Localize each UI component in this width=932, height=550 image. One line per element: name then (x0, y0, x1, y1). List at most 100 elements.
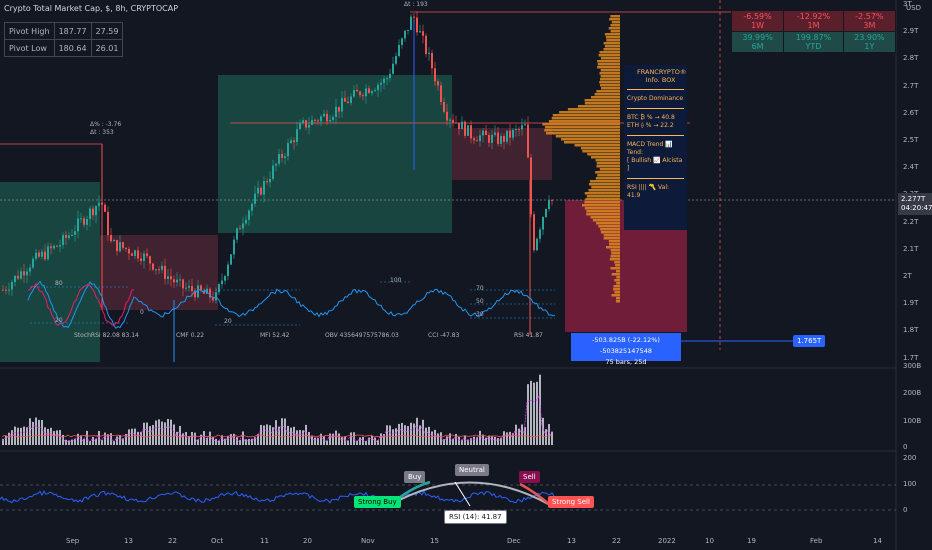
volume-bar (320, 433, 322, 445)
profile-bar (610, 249, 620, 252)
profile-bar (613, 288, 620, 291)
candle-body (332, 116, 334, 121)
profile-bar (597, 174, 620, 177)
profile-bar (600, 69, 620, 72)
candle-body (239, 228, 241, 230)
volume-bar (413, 423, 415, 445)
volume-bar (188, 436, 190, 445)
current-price: 2.277T (901, 195, 926, 203)
pivot-value: 26.01 (90, 39, 124, 57)
candle-body (176, 279, 178, 283)
candle-body (512, 129, 514, 138)
profile-bar (584, 192, 620, 195)
price-tick: 2.2T (903, 217, 919, 226)
volume-bar (89, 440, 91, 445)
candle-body (509, 130, 511, 138)
pivot-value: 27.59 (90, 22, 124, 40)
volume-bar (212, 436, 214, 445)
volume-bar (254, 437, 256, 445)
candle-body (32, 258, 34, 268)
volume-bar (104, 432, 106, 445)
volume-bar (380, 433, 382, 445)
candle-body (230, 254, 232, 265)
candle-body (470, 125, 472, 139)
volume-bar (551, 431, 553, 445)
volume-bar (410, 422, 412, 445)
time-tick: Dec (507, 537, 521, 545)
profile-bar (588, 189, 620, 192)
volume-bar (149, 426, 151, 445)
candle-body (302, 120, 304, 123)
volume-bar (512, 433, 514, 445)
mfi-level-label: 20 (224, 318, 232, 325)
profile-bar (615, 264, 620, 267)
profile-bar (599, 168, 620, 171)
volume-bar (197, 439, 199, 445)
perf-period: 6M (751, 42, 764, 51)
candle-body (266, 181, 268, 183)
volume-tick: 300B (903, 362, 922, 370)
candle-body (47, 246, 49, 260)
candle-body (326, 113, 328, 122)
candle-body (2, 289, 4, 291)
candle-body (284, 156, 286, 158)
candle-body (245, 219, 247, 224)
profile-bar (596, 90, 620, 93)
candle-body (113, 239, 115, 242)
volume-bar (167, 418, 169, 445)
bar-countdown: 04:20:47 (901, 204, 932, 212)
measure-box[interactable]: -503.825B (-22.12%) -503825147548 75 bar… (571, 333, 681, 366)
volume-bar (29, 418, 31, 445)
volume-bar (122, 438, 124, 445)
volume-bar (239, 440, 241, 445)
candle-body (494, 132, 496, 135)
volume-bar (473, 436, 475, 445)
perf-cell: 199.87% YTD (783, 31, 844, 53)
rsi-tick: 100 (903, 480, 917, 488)
candle-body (434, 68, 436, 82)
perf-period: 3M (863, 21, 876, 30)
candle-body (458, 122, 460, 130)
candle-body (542, 216, 544, 230)
candle-body (446, 111, 448, 121)
price-tick: 2.7T (903, 81, 919, 90)
candle-body (497, 132, 499, 144)
volume-bar (65, 439, 67, 445)
volume-bar (506, 432, 508, 445)
candle-body (317, 120, 319, 122)
candle-body (62, 234, 64, 246)
volume-bar (257, 434, 259, 445)
candle-body (251, 203, 253, 211)
candle-body (314, 119, 316, 121)
perf-value: 23.90% (854, 33, 885, 42)
candle-body (74, 231, 76, 235)
measure-bars: 75 bars, 25d (605, 358, 647, 366)
gauge-strong-buy-label: Strong Buy (354, 496, 401, 508)
volume-bar (113, 440, 115, 445)
volume-bar (269, 425, 271, 445)
volume-bar (302, 430, 304, 445)
profile-bar (597, 60, 620, 63)
perf-cell: 23.90% 1Y (842, 31, 897, 53)
volume-bar (233, 433, 235, 445)
candle-body (482, 130, 484, 136)
measure-change: -503.825B (-22.12%) -503825147548 (592, 336, 660, 355)
candle-body (224, 275, 226, 281)
profile-bar (603, 42, 620, 45)
candle-body (377, 84, 379, 91)
perf-cell: -6.59% 1W (730, 10, 785, 32)
volume-bar (374, 437, 376, 445)
volume-bar (335, 430, 337, 445)
time-tick: Nov (361, 537, 375, 545)
volume-bar (386, 425, 388, 445)
perf-value: 199.87% (795, 33, 832, 42)
candle-body (299, 122, 301, 130)
time-tick: 22 (612, 537, 621, 545)
perf-period: 1Y (864, 42, 875, 51)
chart-title: Crypto Total Market Cap, $, 8h, CRYPTOCA… (4, 4, 179, 13)
profile-bar (592, 219, 620, 222)
volume-bar (245, 439, 247, 445)
profile-bar (590, 96, 620, 99)
volume-bar (353, 432, 355, 445)
